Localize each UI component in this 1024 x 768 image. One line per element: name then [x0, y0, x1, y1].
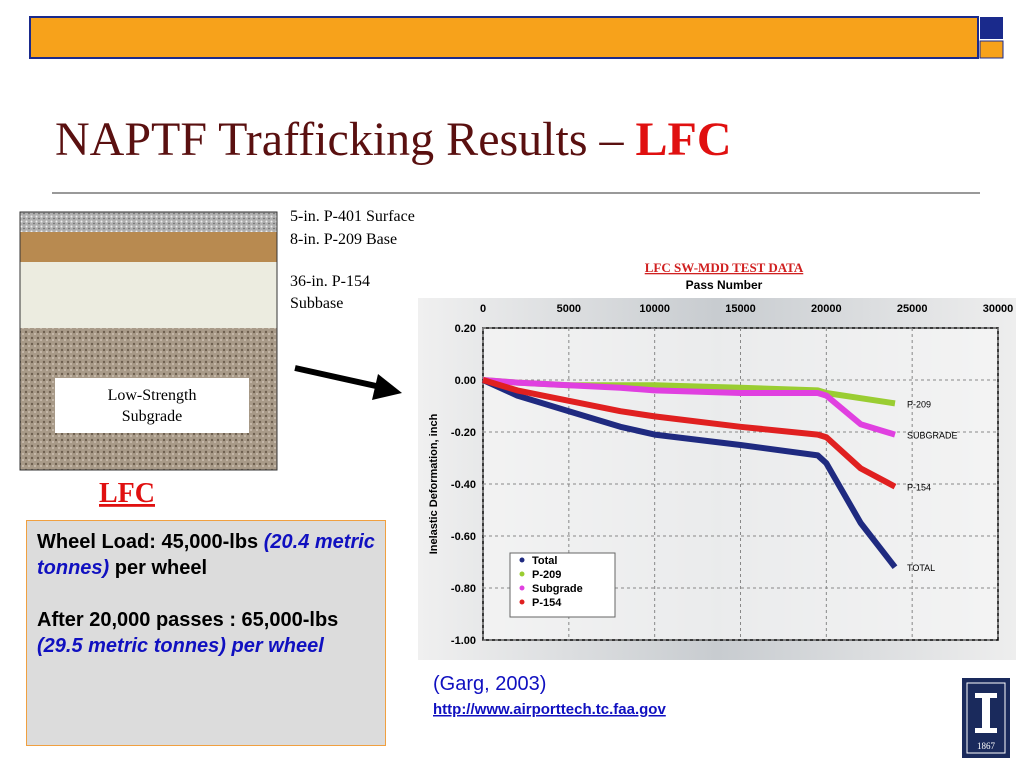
legend-label: Subgrade: [532, 583, 583, 595]
link[interactable]: http://www.airporttech.tc.faa.gov: [433, 701, 666, 718]
series-line: [482, 377, 897, 490]
label: 36-in. P-154: [290, 273, 370, 290]
slide-title: NAPTF Trafficking Results – LFC: [55, 113, 732, 166]
y-tick-label: -0.20: [451, 427, 476, 439]
legend-label: Total: [532, 555, 557, 567]
legend-label: P-154: [532, 597, 562, 609]
series-end-label: P-154: [907, 483, 931, 493]
y-tick-label: 0.00: [455, 375, 476, 387]
series-end-label: TOTAL: [907, 563, 935, 573]
chart-title: LFC SW-MDD TEST DATA: [645, 260, 804, 275]
info-box: Wheel Load: 45,000-lbs (20.4 metric tonn…: [26, 520, 386, 746]
series-end-label: P-209: [907, 399, 931, 409]
x-tick-label: 15000: [725, 303, 756, 315]
x-tick-label: 25000: [897, 303, 928, 315]
chart: LFC SW-MDD TEST DATA Pass Number Inelastic…: [428, 260, 1013, 647]
text: per wheel: [109, 557, 208, 579]
logo-frame: [966, 682, 1006, 754]
y-tick-label: -0.40: [451, 479, 476, 491]
paragraph: After 20,000 passes : 65,000-lbs (29.5 m…: [37, 607, 375, 659]
subgrade-label-box: [55, 378, 249, 433]
logo-year: 1867: [977, 741, 996, 751]
label: 5-in. P-401 Surface: [290, 208, 415, 225]
legend-label: P-209: [532, 569, 561, 581]
legend-marker: [519, 571, 525, 577]
x-tick-label: 5000: [557, 303, 581, 315]
legend-marker: [519, 557, 525, 563]
arrow-shaft: [294, 365, 386, 391]
y-tick-label: -0.80: [451, 583, 476, 595]
legend: [509, 552, 616, 618]
logo-i: [975, 693, 997, 698]
y-tick-label: -0.60: [451, 531, 476, 543]
x-tick-label: 30000: [983, 303, 1014, 315]
logo-i: [982, 698, 990, 728]
x-axis-label: Pass Number: [686, 278, 763, 292]
label: Subbase: [290, 295, 343, 312]
text: Wheel Load: 45,000-lbs: [37, 531, 264, 553]
layer-base: [20, 232, 277, 262]
y-tick-label: -1.00: [451, 635, 476, 647]
text: (29.5 metric tonnes) per wheel: [37, 635, 324, 657]
series-line: [481, 377, 898, 570]
top-bar: [29, 16, 979, 59]
paragraph: Wheel Load: 45,000-lbs (20.4 metric tonn…: [37, 529, 375, 581]
layer-frame: [19, 211, 278, 471]
arrow-head: [372, 374, 402, 400]
y-tick-label: 0.20: [455, 323, 476, 335]
text: (20.4 metric tonnes): [37, 531, 375, 579]
citation: (Garg, 2003): [433, 673, 546, 695]
series-line: [482, 377, 896, 438]
logo-i: [975, 728, 997, 733]
layer-surface: [20, 212, 277, 232]
x-tick-label: 20000: [811, 303, 842, 315]
bar-square: [980, 17, 1003, 39]
lfc-caption: LFC: [99, 478, 155, 509]
y-axis-label: Inelastic Deformation, inch: [428, 413, 440, 554]
text: After 20,000 passes : 65,000-lbs: [37, 609, 339, 631]
series-end-label: SUBGRADE: [907, 431, 958, 441]
layer-subbase: [20, 262, 277, 328]
bar-square: [979, 40, 1004, 59]
legend-marker: [519, 599, 525, 605]
legend-marker: [519, 585, 525, 591]
label: Subgrade: [122, 408, 182, 425]
label: 8-in. P-209 Base: [290, 231, 397, 248]
layer-labels: Low-Strength Subgrade 5-in. P-401 Surfac…: [108, 208, 415, 425]
label: Low-Strength: [108, 387, 197, 404]
x-tick-label: 10000: [639, 303, 670, 315]
x-tick-label: 0: [480, 303, 486, 315]
